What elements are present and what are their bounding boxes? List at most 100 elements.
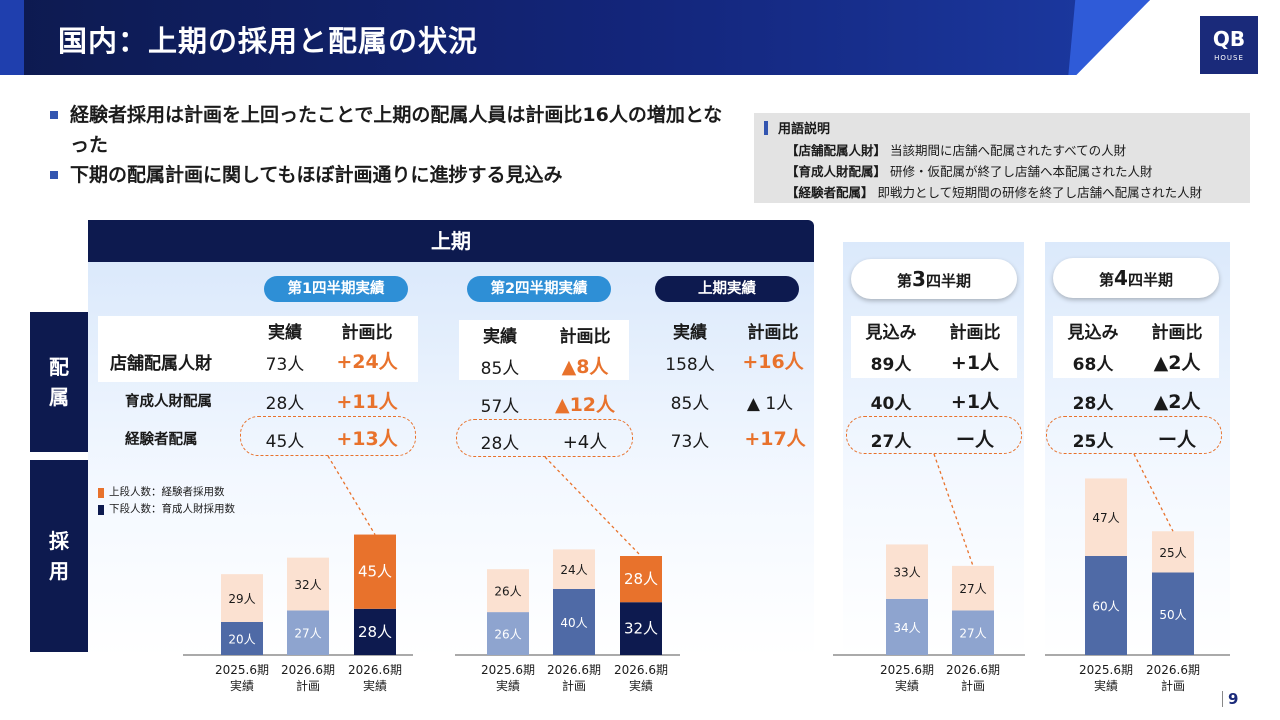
chart-3-label-upper-1: 25人 bbox=[1159, 546, 1186, 560]
chart-0-label-upper-1: 32人 bbox=[294, 578, 321, 592]
summary-bullets: 経験者採用は計画を上回ったことで上期の配属人員は計画比16人の増加となった 下期… bbox=[50, 100, 730, 190]
row-label-store-assign: 店舗配属人財 bbox=[110, 354, 212, 374]
legend-lower-text: 下段人数：育成人財採用数 bbox=[109, 503, 235, 515]
glossary-term: 【育成人財配属】 bbox=[786, 164, 887, 179]
q1-table-box bbox=[98, 316, 418, 382]
glossary-heading: 用語説明 bbox=[764, 118, 1240, 137]
q4-table-box bbox=[1053, 316, 1219, 378]
chart-0-tick-type-1: 計画 bbox=[296, 678, 320, 693]
q3-trainee-ratio: +1人 bbox=[950, 391, 1000, 413]
chart-3-label-upper-0: 47人 bbox=[1092, 511, 1119, 525]
page-number-divider bbox=[1222, 691, 1223, 707]
chart-3-label-lower-1: 50人 bbox=[1159, 608, 1186, 622]
chart-1-label-lower-0: 26人 bbox=[494, 628, 521, 642]
header: 国内：上期の採用と配属の状況 QB HOUSE bbox=[0, 0, 1280, 75]
chart-2-connector-line bbox=[933, 453, 974, 567]
chart-1-bar-lower-0 bbox=[487, 612, 529, 655]
glossary-term: 【店舗配属人財】 bbox=[786, 143, 887, 158]
q4-exp-forecast: 25人 bbox=[1072, 432, 1114, 452]
q1-exp-actual: 45人 bbox=[265, 432, 305, 452]
chart-2-label-upper-0: 33人 bbox=[893, 566, 920, 580]
chart-0-label-lower-0: 20人 bbox=[228, 633, 255, 647]
glossary-box: 用語説明 【店舗配属人財】 当該期間に店舗へ配属されたすべての人財 【育成人財配… bbox=[754, 113, 1250, 203]
glossary-heading-text: 用語説明 bbox=[778, 122, 831, 137]
q4-header-ratio: 計画比 bbox=[1151, 323, 1203, 343]
chart-1-label-upper-2: 28人 bbox=[624, 570, 658, 588]
header-band bbox=[0, 0, 1150, 75]
q1-store-actual: 73人 bbox=[265, 355, 305, 375]
bullet-square-icon bbox=[50, 111, 58, 119]
q3-table-box bbox=[851, 316, 1017, 378]
chart-3-connector-line bbox=[1133, 453, 1174, 532]
chart-1-label-upper-1: 24人 bbox=[560, 563, 587, 577]
chart-0-label-upper-2: 45人 bbox=[358, 563, 392, 581]
q4-exp-ratio: ー人 bbox=[1157, 429, 1196, 451]
glossary-desc: 即戦力として短期間の研修を終了し店舗へ配属された人財 bbox=[877, 185, 1203, 200]
chart-1-tick-year-2: 2026.6期 bbox=[614, 663, 668, 677]
glossary-bar-icon bbox=[764, 120, 768, 135]
chart-0-tick-type-2: 実績 bbox=[363, 678, 387, 693]
q1-header-actual: 実績 bbox=[268, 323, 302, 343]
chart-2-tick-year-1: 2026.6期 bbox=[946, 663, 1000, 677]
q4-header-forecast: 見込み bbox=[1067, 323, 1119, 343]
q2-exp-actual: 28人 bbox=[480, 434, 520, 454]
q1-pill: 第1四半期実績 bbox=[264, 276, 408, 302]
q2-store-ratio: ▲8人 bbox=[561, 356, 609, 378]
chart-1-bar-upper-0 bbox=[487, 569, 529, 613]
chart-0-bar-upper-0 bbox=[221, 574, 263, 622]
glossary-row: 【経験者配属】 即戦力として短期間の研修を終了し店舗へ配属された人財 bbox=[764, 182, 1240, 203]
chart-0-tick-year-2: 2026.6期 bbox=[348, 663, 402, 677]
chart-1-bar-upper-2 bbox=[620, 556, 662, 603]
chart-0-bar-lower-0 bbox=[221, 622, 263, 655]
glossary-term: 【経験者配属】 bbox=[786, 185, 874, 200]
legend-item-upper: 上段人数：経験者採用数 bbox=[98, 484, 235, 501]
glossary-desc: 研修・仮配属が終了し店舗へ本配属された人財 bbox=[890, 164, 1153, 179]
logo-text: QB bbox=[1212, 27, 1246, 51]
chart-2-bar-lower-1 bbox=[952, 610, 994, 655]
q4-pill-suffix: 四半期 bbox=[1127, 271, 1173, 289]
chart-2-tick-type-1: 計画 bbox=[961, 678, 985, 693]
first-half-title: 上期 bbox=[88, 220, 814, 262]
chart-2-bar-upper-1 bbox=[952, 565, 994, 611]
h1-trainee-ratio: ▲ 1人 bbox=[746, 394, 794, 414]
glossary-desc: 当該期間に店舗へ配属されたすべての人財 bbox=[890, 143, 1127, 158]
chart-0-label-lower-1: 27人 bbox=[294, 627, 321, 641]
chart-1-label-lower-1: 40人 bbox=[560, 616, 587, 630]
chart-1-label-upper-0: 26人 bbox=[494, 585, 521, 599]
chart-2-label-upper-1: 27人 bbox=[959, 582, 986, 596]
q4-trainee-ratio: ▲2人 bbox=[1153, 391, 1201, 413]
hire-side-label: 採用 bbox=[30, 460, 88, 652]
chart-0-tick-year-0: 2025.6期 bbox=[215, 663, 269, 677]
q1-store-ratio: +24人 bbox=[336, 351, 398, 373]
chart-1-tick-type-2: 実績 bbox=[629, 678, 653, 693]
legend-item-lower: 下段人数：育成人財採用数 bbox=[98, 501, 235, 518]
chart-3-bar-lower-1 bbox=[1152, 572, 1194, 655]
chart-2-bar-upper-0 bbox=[886, 544, 928, 599]
q3-header-ratio: 計画比 bbox=[949, 323, 1001, 343]
chart-0-bar-lower-2 bbox=[354, 608, 396, 655]
chart-0-tick-year-1: 2026.6期 bbox=[281, 663, 335, 677]
q3-pill-suffix: 四半期 bbox=[925, 272, 971, 290]
q2-exp-ratio: +4人 bbox=[562, 432, 608, 453]
chart-1-tick-type-1: 計画 bbox=[562, 678, 586, 693]
legend-upper-text: 上段人数：経験者採用数 bbox=[109, 486, 225, 498]
chart-0-label-lower-2: 28人 bbox=[358, 623, 392, 641]
q3-pill-prefix: 第 bbox=[897, 272, 913, 290]
q4-trainee-forecast: 28人 bbox=[1072, 394, 1114, 414]
chart-0-label-upper-0: 29人 bbox=[228, 592, 255, 606]
chart-3-label-lower-0: 60人 bbox=[1092, 600, 1119, 614]
q2-trainee-ratio: ▲12人 bbox=[554, 394, 616, 416]
chart-1-bar-upper-1 bbox=[553, 549, 595, 589]
bullet-item: 経験者採用は計画を上回ったことで上期の配属人員は計画比16人の増加となった bbox=[50, 100, 730, 160]
h1-trainee-actual: 85人 bbox=[670, 394, 710, 414]
q2-highlight-oval bbox=[456, 419, 633, 457]
q1-header-ratio: 計画比 bbox=[341, 323, 393, 343]
chart-2-bar-lower-0 bbox=[886, 598, 928, 655]
glossary-row: 【店舗配属人財】 当該期間に店舗へ配属されたすべての人財 bbox=[764, 140, 1240, 161]
q3-exp-forecast: 27人 bbox=[870, 432, 912, 452]
chart-3-tick-year-1: 2026.6期 bbox=[1146, 663, 1200, 677]
row-label-trainee-assign: 育成人財配属 bbox=[125, 394, 212, 410]
h1-header-actual: 実績 bbox=[673, 323, 707, 343]
q2-header-actual: 実績 bbox=[483, 327, 517, 347]
chart-1-tick-type-0: 実績 bbox=[496, 678, 520, 693]
